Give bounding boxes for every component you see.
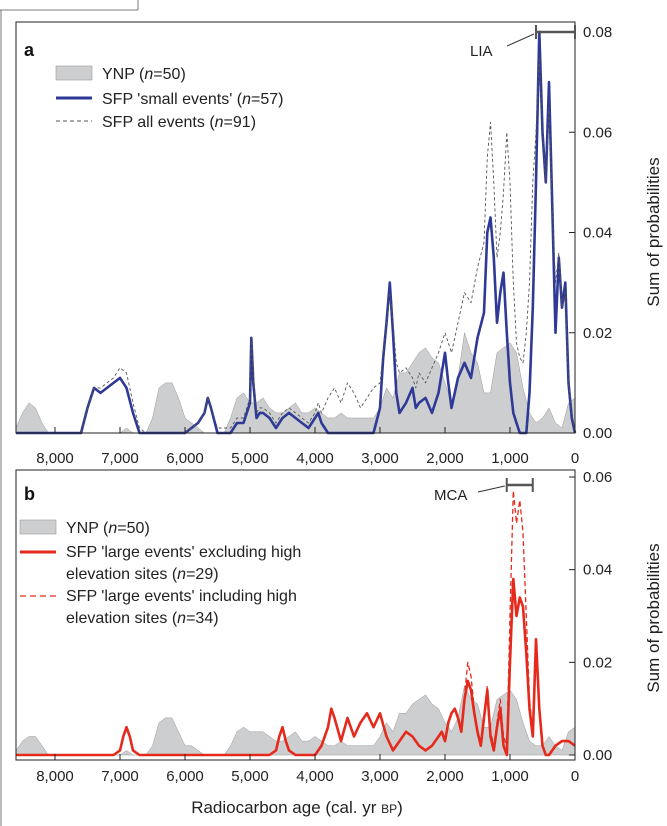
- legend-swatch-ynp-b: [19, 519, 57, 535]
- panel-b-x-tick-label-7000: 7,000: [101, 768, 139, 785]
- panel-a-y-tick-label-0: 0.00: [583, 425, 612, 442]
- panel-a-x-tick-label-7000: 7,000: [101, 450, 139, 467]
- mca-label: MCA: [434, 487, 467, 504]
- lia-label: LIA: [470, 43, 493, 60]
- panel-b-y-tick-label-2: 0.04: [583, 562, 612, 579]
- panel-a-series-sfp-all-events-n-91: [16, 56, 576, 434]
- panel-b-series-sfp-large-events-excluding-high-elevation-sites-n-29: [16, 577, 576, 757]
- legend-label-small-events: SFP 'small events' (n=57): [102, 91, 283, 108]
- panel-b-y-ticks: 0.00 0.02 0.04 0.06: [569, 469, 612, 764]
- panel-b-series-ynp-n-50: [15, 684, 576, 756]
- legend-label-all-events: SFP all events (n=91): [102, 114, 256, 131]
- panel-a-x-tick-label-6000: 6,000: [166, 450, 204, 467]
- panel-a-y-axis-label: Sum of probabilities: [644, 157, 663, 306]
- panel-b-x-ticks: 8,000 7,000 6,000 5,000 4,000 3,000 2,000 1,000…: [36, 754, 579, 785]
- panel-a-frame: [15, 21, 576, 434]
- panel-b-y-tick-label-1: 0.02: [583, 654, 612, 671]
- panel-a-series-sfp-small-events-n-57: [16, 30, 577, 435]
- panel-b-frame: [15, 469, 576, 761]
- panel-b-series-sfp-large-events-including-high-elevation-sites-n-34: [16, 490, 576, 756]
- panel-b-x-tick-label-8000: 8,000: [36, 768, 74, 785]
- panel-b-y-tick-label-3: 0.06: [583, 469, 612, 486]
- panel-a-y-tick-label-4: 0.08: [583, 24, 612, 41]
- legend-label-ynp-b: YNP (n=50): [66, 520, 150, 537]
- panel-b-x-tick-label-0: 0: [571, 768, 579, 785]
- panel-b-y-tick-label-0: 0.00: [583, 747, 612, 764]
- panel-a-plot: [15, 30, 577, 435]
- x-axis-label: Radiocarbon age (cal. yr BP): [191, 798, 403, 817]
- panel-b-x-tick-label-2000: 2,000: [426, 768, 464, 785]
- panel-a: 8,000 7,000 6,000 5,000 4,000 3,000 2,000 1,000…: [15, 21, 663, 467]
- panel-a-label: a: [24, 40, 35, 60]
- panel-a-x-tick-label-0: 0: [571, 450, 579, 467]
- panel-a-x-ticks: 8,000 7,000 6,000 5,000 4,000 3,000 2,000 1,000…: [36, 427, 579, 467]
- panel-a-y-tick-label-2: 0.04: [583, 225, 612, 242]
- panel-b-x-tick-label-6000: 6,000: [166, 768, 204, 785]
- panel-b: 8,000 7,000 6,000 5,000 4,000 3,000 2,000 1,000…: [15, 469, 663, 785]
- panel-b-x-tick-label-5000: 5,000: [231, 768, 269, 785]
- panel-a-x-tick-label-1000: 1,000: [491, 450, 529, 467]
- panel-b-label: b: [24, 484, 35, 504]
- panel-b-plot: [15, 490, 576, 757]
- panel-a-legend: YNP (n=50) SFP 'small events' (n=57) SFP…: [55, 65, 283, 131]
- panel-a-y-tick-label-1: 0.02: [583, 325, 612, 342]
- legend-label-large-excluding-line1: SFP 'large events' excluding high: [66, 544, 301, 561]
- legend-label-large-including-line2: elevation sites (n=34): [66, 610, 219, 627]
- legend-swatch-ynp: [55, 65, 93, 81]
- legend-label-large-excluding-line2: elevation sites (n=29): [66, 566, 219, 583]
- legend-label-large-including-line1: SFP 'large events' including high: [66, 588, 297, 605]
- mca-annotation: MCA: [434, 478, 534, 504]
- panel-a-series-ynp-n-50: [15, 332, 576, 434]
- panel-a-y-ticks: 0.00 0.02 0.04 0.06 0.08: [569, 24, 612, 442]
- panel-b-x-tick-label-3000: 3,000: [361, 768, 399, 785]
- panel-a-x-tick-label-4000: 4,000: [296, 450, 334, 467]
- panel-b-legend: YNP (n=50) SFP 'large events' excluding …: [19, 519, 301, 627]
- legend-label-ynp: YNP (n=50): [102, 66, 186, 83]
- mca-leader-line: [477, 485, 505, 493]
- panel-b-x-tick-label-4000: 4,000: [296, 768, 334, 785]
- panel-a-x-tick-label-3000: 3,000: [361, 450, 399, 467]
- panel-b-x-tick-label-1000: 1,000: [491, 768, 529, 785]
- panel-a-x-tick-label-2000: 2,000: [426, 450, 464, 467]
- lia-annotation: LIA: [470, 25, 576, 60]
- panel-a-y-tick-label-3: 0.06: [583, 124, 612, 141]
- lia-leader-line: [506, 33, 535, 47]
- panel-b-y-axis-label: Sum of probabilities: [644, 543, 663, 692]
- panel-a-x-tick-label-8000: 8,000: [36, 450, 74, 467]
- panel-a-x-tick-label-5000: 5,000: [231, 450, 269, 467]
